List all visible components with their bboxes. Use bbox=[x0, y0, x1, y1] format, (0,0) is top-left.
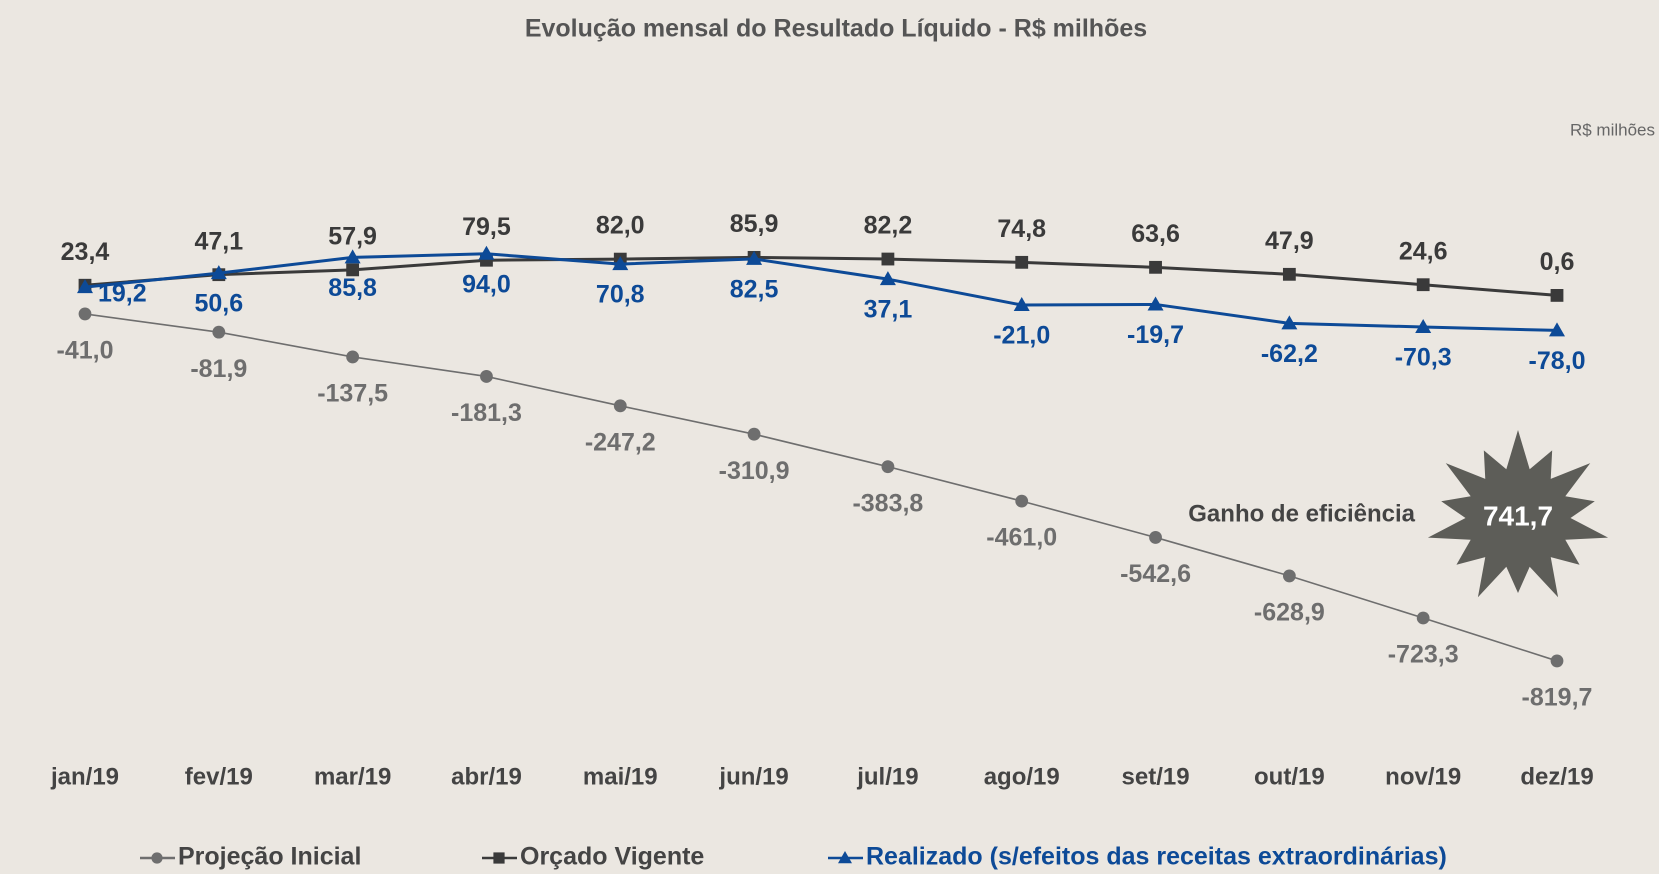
point-marker bbox=[1549, 322, 1565, 337]
point-marker bbox=[212, 325, 226, 339]
point-marker bbox=[1550, 288, 1564, 302]
data-label: 47,9 bbox=[1265, 227, 1314, 255]
data-label: 47,1 bbox=[194, 227, 243, 255]
legend-marker bbox=[493, 852, 505, 864]
data-label: 37,1 bbox=[864, 296, 913, 324]
point-marker bbox=[1015, 494, 1029, 508]
data-label: 94,0 bbox=[462, 270, 511, 298]
data-label: -181,3 bbox=[451, 399, 522, 427]
data-label: 24,6 bbox=[1399, 237, 1448, 265]
x-tick-label: mai/19 bbox=[583, 763, 658, 790]
legend-label: Projeção Inicial bbox=[178, 843, 361, 871]
point-marker bbox=[78, 307, 92, 321]
x-tick-label: abr/19 bbox=[451, 763, 522, 790]
point-marker bbox=[346, 350, 360, 364]
x-tick-label: jun/19 bbox=[718, 763, 788, 790]
data-label: 82,0 bbox=[596, 212, 645, 240]
data-label: -81,9 bbox=[190, 355, 247, 383]
chart-title: Evolução mensal do Resultado Líquido - R… bbox=[525, 15, 1147, 43]
data-label: -137,5 bbox=[317, 380, 388, 408]
data-label: -819,7 bbox=[1522, 684, 1593, 712]
x-tick-label: jan/19 bbox=[50, 763, 119, 790]
point-marker bbox=[480, 370, 493, 383]
data-label: 74,8 bbox=[997, 215, 1046, 243]
data-label: 63,6 bbox=[1131, 220, 1180, 248]
point-marker bbox=[1149, 260, 1162, 274]
x-tick-label: jul/19 bbox=[856, 763, 918, 790]
point-marker bbox=[879, 271, 896, 286]
data-label: -461,0 bbox=[986, 524, 1057, 552]
data-label: 85,9 bbox=[730, 210, 779, 238]
annotation-text: Ganho de eficiência bbox=[1188, 500, 1415, 527]
x-tick-label: set/19 bbox=[1122, 763, 1190, 790]
point-marker bbox=[478, 245, 495, 260]
point-marker bbox=[346, 263, 360, 277]
data-label: -310,9 bbox=[719, 457, 790, 485]
point-marker bbox=[613, 399, 627, 413]
x-tick-label: mar/19 bbox=[314, 763, 391, 790]
data-label: 70,8 bbox=[596, 281, 645, 309]
efficiency-value: 741,7 bbox=[1483, 500, 1553, 531]
x-tick-label: fev/19 bbox=[185, 763, 253, 790]
point-marker bbox=[1416, 611, 1430, 625]
legend-marker bbox=[838, 851, 852, 864]
data-label: -383,8 bbox=[852, 489, 923, 517]
data-label: -78,0 bbox=[1529, 347, 1586, 375]
data-label: 82,2 bbox=[864, 212, 913, 240]
data-label: 0,6 bbox=[1540, 248, 1575, 276]
series-line bbox=[84, 313, 1558, 662]
point-marker bbox=[1416, 278, 1430, 292]
point-marker bbox=[1282, 569, 1296, 583]
x-tick-label: dez/19 bbox=[1520, 763, 1593, 790]
data-label: 82,5 bbox=[730, 276, 779, 304]
legend-label: Realizado (s/efeitos das receitas extrao… bbox=[866, 843, 1447, 871]
point-marker bbox=[881, 460, 895, 474]
data-label: -628,9 bbox=[1254, 599, 1325, 627]
point-marker bbox=[1015, 255, 1029, 269]
point-marker bbox=[1149, 531, 1162, 544]
data-label: 23,4 bbox=[61, 238, 110, 266]
point-marker bbox=[881, 252, 895, 266]
point-marker bbox=[344, 249, 361, 264]
point-marker bbox=[1550, 654, 1564, 668]
point-marker bbox=[1147, 296, 1164, 311]
data-label: -70,3 bbox=[1395, 344, 1452, 372]
legend-marker bbox=[151, 852, 163, 864]
point-marker bbox=[747, 427, 761, 441]
series-line bbox=[84, 252, 1558, 332]
data-label: -19,7 bbox=[1127, 321, 1184, 349]
point-marker bbox=[612, 256, 629, 271]
x-tick-label: ago/19 bbox=[984, 763, 1060, 790]
data-label: -41,0 bbox=[57, 337, 114, 365]
data-label: -542,6 bbox=[1120, 560, 1191, 588]
point-marker bbox=[1415, 318, 1432, 333]
unit-label: R$ milhões bbox=[1570, 120, 1655, 139]
series-line bbox=[84, 255, 1558, 297]
data-label: -723,3 bbox=[1388, 641, 1459, 669]
point-marker bbox=[1282, 267, 1296, 281]
data-label: 19,2 bbox=[98, 280, 147, 308]
data-label: -62,2 bbox=[1261, 340, 1318, 368]
data-label: 85,8 bbox=[328, 274, 377, 302]
x-tick-label: nov/19 bbox=[1385, 763, 1461, 790]
point-marker bbox=[77, 279, 93, 294]
legend-label: Orçado Vigente bbox=[520, 843, 704, 871]
point-marker bbox=[1013, 297, 1030, 312]
point-marker bbox=[210, 265, 227, 280]
data-label: -247,2 bbox=[585, 428, 656, 456]
x-tick-label: out/19 bbox=[1254, 763, 1325, 790]
data-label: 57,9 bbox=[328, 222, 377, 250]
efficiency-star bbox=[1427, 430, 1609, 598]
data-label: 79,5 bbox=[462, 213, 511, 241]
data-label: 50,6 bbox=[194, 290, 243, 318]
data-label: -21,0 bbox=[993, 322, 1050, 350]
point-marker bbox=[1281, 315, 1298, 330]
point-marker bbox=[746, 250, 763, 265]
